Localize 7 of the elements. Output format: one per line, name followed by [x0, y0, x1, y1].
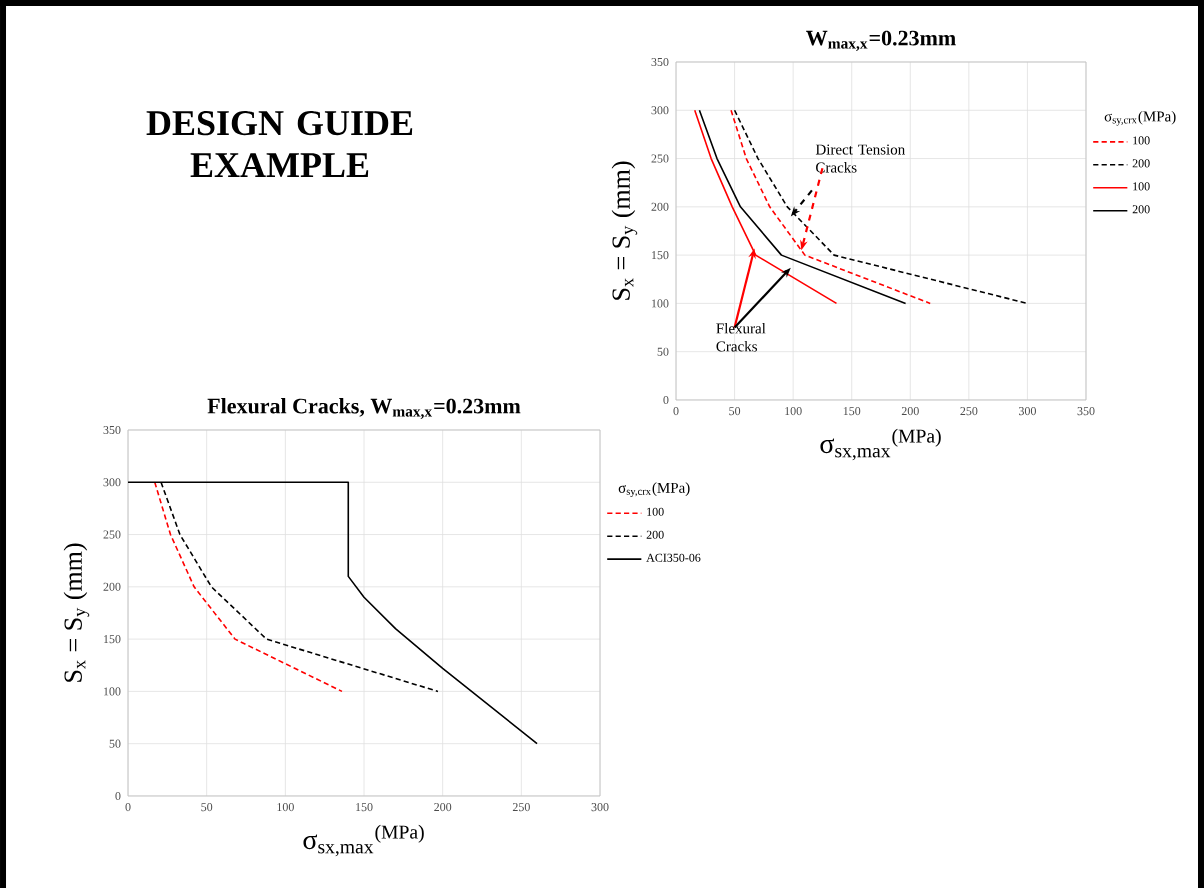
x-axis-title: σ$_{sx,max}$(MPa) — [820, 428, 941, 461]
y-axis-title: S$_{x}$ = S$_{y}$ (mm) — [611, 161, 638, 300]
chart-title: W$_{max,x}$=0.23mm — [806, 30, 956, 51]
text: DESIGN GUIDE EXAMPLE — [146, 111, 413, 177]
chart-title: Flexural Cracks, W$_{max,x}$=0.23mm — [207, 398, 521, 419]
y-axis-title: S$_{x}$ = S$_{y}$ (mm) — [63, 543, 90, 682]
x-axis-title: σ$_{sx,max}$(MPa) — [303, 824, 424, 857]
